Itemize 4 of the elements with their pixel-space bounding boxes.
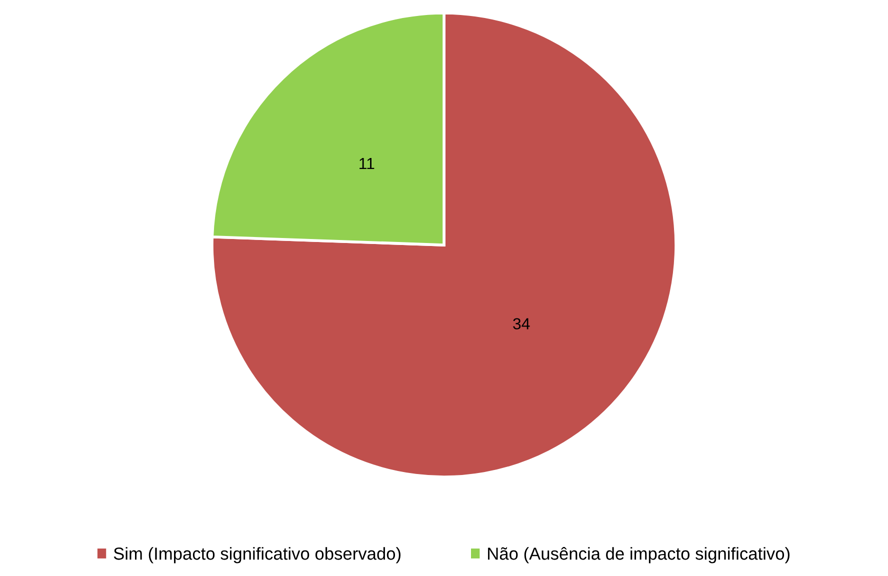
legend-label: Sim (Impacto significativo observado) bbox=[114, 547, 400, 564]
data-label: 34 bbox=[513, 318, 530, 330]
legend-label: Não (Ausência de impacto significativo) bbox=[488, 547, 790, 564]
data-label: 11 bbox=[360, 158, 374, 170]
